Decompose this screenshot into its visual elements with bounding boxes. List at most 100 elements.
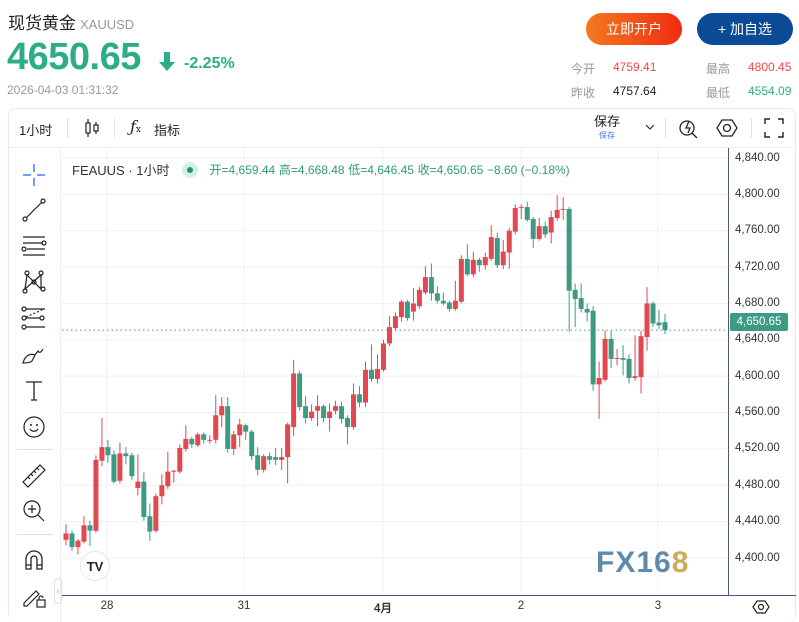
candle-up bbox=[231, 434, 237, 449]
candle-up bbox=[183, 438, 189, 449]
low-label: 最低 bbox=[706, 86, 731, 100]
price-axis[interactable]: 4,840.00 4,800.00 4,760.00 4,720.00 4,680.00… bbox=[728, 148, 796, 595]
candle-down bbox=[141, 481, 147, 518]
x-tick-label: 3 bbox=[654, 600, 662, 612]
candle-down bbox=[476, 259, 482, 266]
candle-up bbox=[560, 208, 566, 210]
candle-down bbox=[189, 438, 195, 445]
candle-down bbox=[321, 406, 327, 418]
open-account-button[interactable]: 立即开户 bbox=[586, 13, 682, 45]
candle-up bbox=[416, 289, 422, 307]
candle-up bbox=[452, 300, 458, 309]
candle-up bbox=[482, 257, 488, 266]
brush-icon[interactable] bbox=[21, 341, 47, 367]
indicators-button[interactable]: 指标 bbox=[154, 123, 181, 138]
emoji-icon[interactable] bbox=[21, 414, 47, 440]
instrument-symbol: XAUUSD bbox=[80, 17, 135, 32]
pattern-icon[interactable] bbox=[21, 269, 47, 295]
ruler-icon[interactable] bbox=[21, 463, 47, 489]
candle-down bbox=[428, 277, 434, 294]
candle-up bbox=[602, 338, 608, 380]
parallel-lines-icon[interactable] bbox=[21, 233, 47, 259]
divider bbox=[751, 118, 752, 138]
chevron-down-icon[interactable] bbox=[645, 123, 655, 131]
low-value: 4554.09 bbox=[748, 84, 792, 98]
candle-down bbox=[446, 302, 452, 309]
crosshair-icon[interactable] bbox=[21, 162, 47, 188]
divider bbox=[17, 449, 53, 450]
candle-down bbox=[303, 406, 309, 418]
fx168-watermark: FX168 bbox=[596, 546, 690, 579]
legend-open: 开=4,659.44 bbox=[209, 163, 276, 177]
candle-up bbox=[135, 481, 141, 488]
timestamp: 2026-04-03 01:31:32 bbox=[7, 83, 119, 97]
candle-up bbox=[632, 376, 638, 378]
legend-high: 高=4,668.48 bbox=[278, 163, 345, 177]
high-value: 4800.45 bbox=[748, 60, 792, 74]
candle-up bbox=[536, 226, 542, 239]
save-subtitle: 保存 bbox=[599, 131, 615, 140]
add-watchlist-button[interactable]: + 加自选 bbox=[697, 13, 793, 45]
interval-button[interactable]: 1小时 bbox=[19, 123, 53, 138]
candle-down bbox=[404, 301, 410, 318]
candle-down bbox=[368, 369, 374, 379]
candle-up bbox=[327, 411, 333, 418]
collapse-toolbar-button[interactable]: ‹ bbox=[54, 578, 62, 604]
y-tick-label: 4,680.00 bbox=[735, 296, 780, 309]
candle-down bbox=[620, 358, 626, 360]
candle-up bbox=[374, 368, 380, 379]
save-button[interactable]: 保存 bbox=[594, 114, 621, 129]
candle-up bbox=[99, 447, 105, 461]
y-tick-label: 4,600.00 bbox=[735, 369, 780, 382]
candle-up bbox=[500, 251, 506, 266]
candle-down bbox=[69, 533, 75, 548]
candle-up bbox=[207, 439, 213, 441]
text-icon[interactable] bbox=[21, 378, 47, 404]
open-value: 4759.41 bbox=[613, 60, 657, 74]
candle-up bbox=[351, 394, 357, 428]
x-tick-label: 31 bbox=[237, 600, 251, 612]
magnet-icon[interactable] bbox=[21, 547, 47, 573]
candle-down bbox=[656, 322, 662, 326]
legend-low: 低=4,646.45 bbox=[348, 163, 414, 177]
candle-down bbox=[494, 238, 500, 266]
y-tick-label: 4,400.00 bbox=[735, 551, 780, 564]
candle-down bbox=[111, 454, 117, 482]
candle-up bbox=[177, 448, 183, 472]
axis-settings-icon[interactable] bbox=[752, 598, 770, 616]
candle-down bbox=[608, 338, 614, 359]
quick-search-icon[interactable] bbox=[678, 117, 700, 139]
x-tick-label: 4月 bbox=[374, 603, 392, 615]
instrument-title: 现货黄金 XAUUSD bbox=[8, 9, 134, 34]
chart-panel bbox=[8, 108, 796, 622]
candle-down bbox=[201, 434, 207, 440]
time-axis[interactable]: 28 31 4月 2 3 bbox=[62, 595, 796, 622]
candle-down bbox=[345, 418, 351, 428]
legend-close: 收=4,650.65 bbox=[417, 163, 484, 177]
candle-down bbox=[357, 394, 363, 403]
divider bbox=[17, 534, 53, 535]
candle-down bbox=[225, 406, 231, 449]
y-tick-label: 4,840.00 bbox=[735, 151, 780, 164]
candle-down bbox=[267, 456, 273, 460]
settings-icon[interactable] bbox=[716, 117, 738, 139]
candle-up bbox=[512, 208, 518, 232]
candle-up bbox=[165, 471, 171, 487]
candle-type-icon[interactable] bbox=[84, 118, 100, 138]
candle-up bbox=[644, 303, 650, 338]
fullscreen-icon[interactable] bbox=[764, 118, 784, 138]
candle-down bbox=[249, 431, 255, 457]
trend-line-icon[interactable] bbox=[21, 197, 47, 223]
candlestick-chart[interactable] bbox=[62, 148, 728, 595]
candle-down bbox=[87, 525, 93, 531]
prev-close-value: 4757.64 bbox=[613, 84, 657, 98]
lock-drawings-icon[interactable] bbox=[21, 583, 47, 609]
fib-retracement-icon[interactable] bbox=[21, 305, 47, 331]
function-icon[interactable]: ƒx bbox=[130, 117, 141, 136]
zoom-in-icon[interactable] bbox=[21, 498, 47, 524]
candle-up bbox=[554, 209, 560, 218]
high-label: 最高 bbox=[706, 62, 731, 76]
candle-up bbox=[422, 277, 428, 293]
divider bbox=[665, 118, 666, 138]
candle-up bbox=[309, 411, 315, 418]
